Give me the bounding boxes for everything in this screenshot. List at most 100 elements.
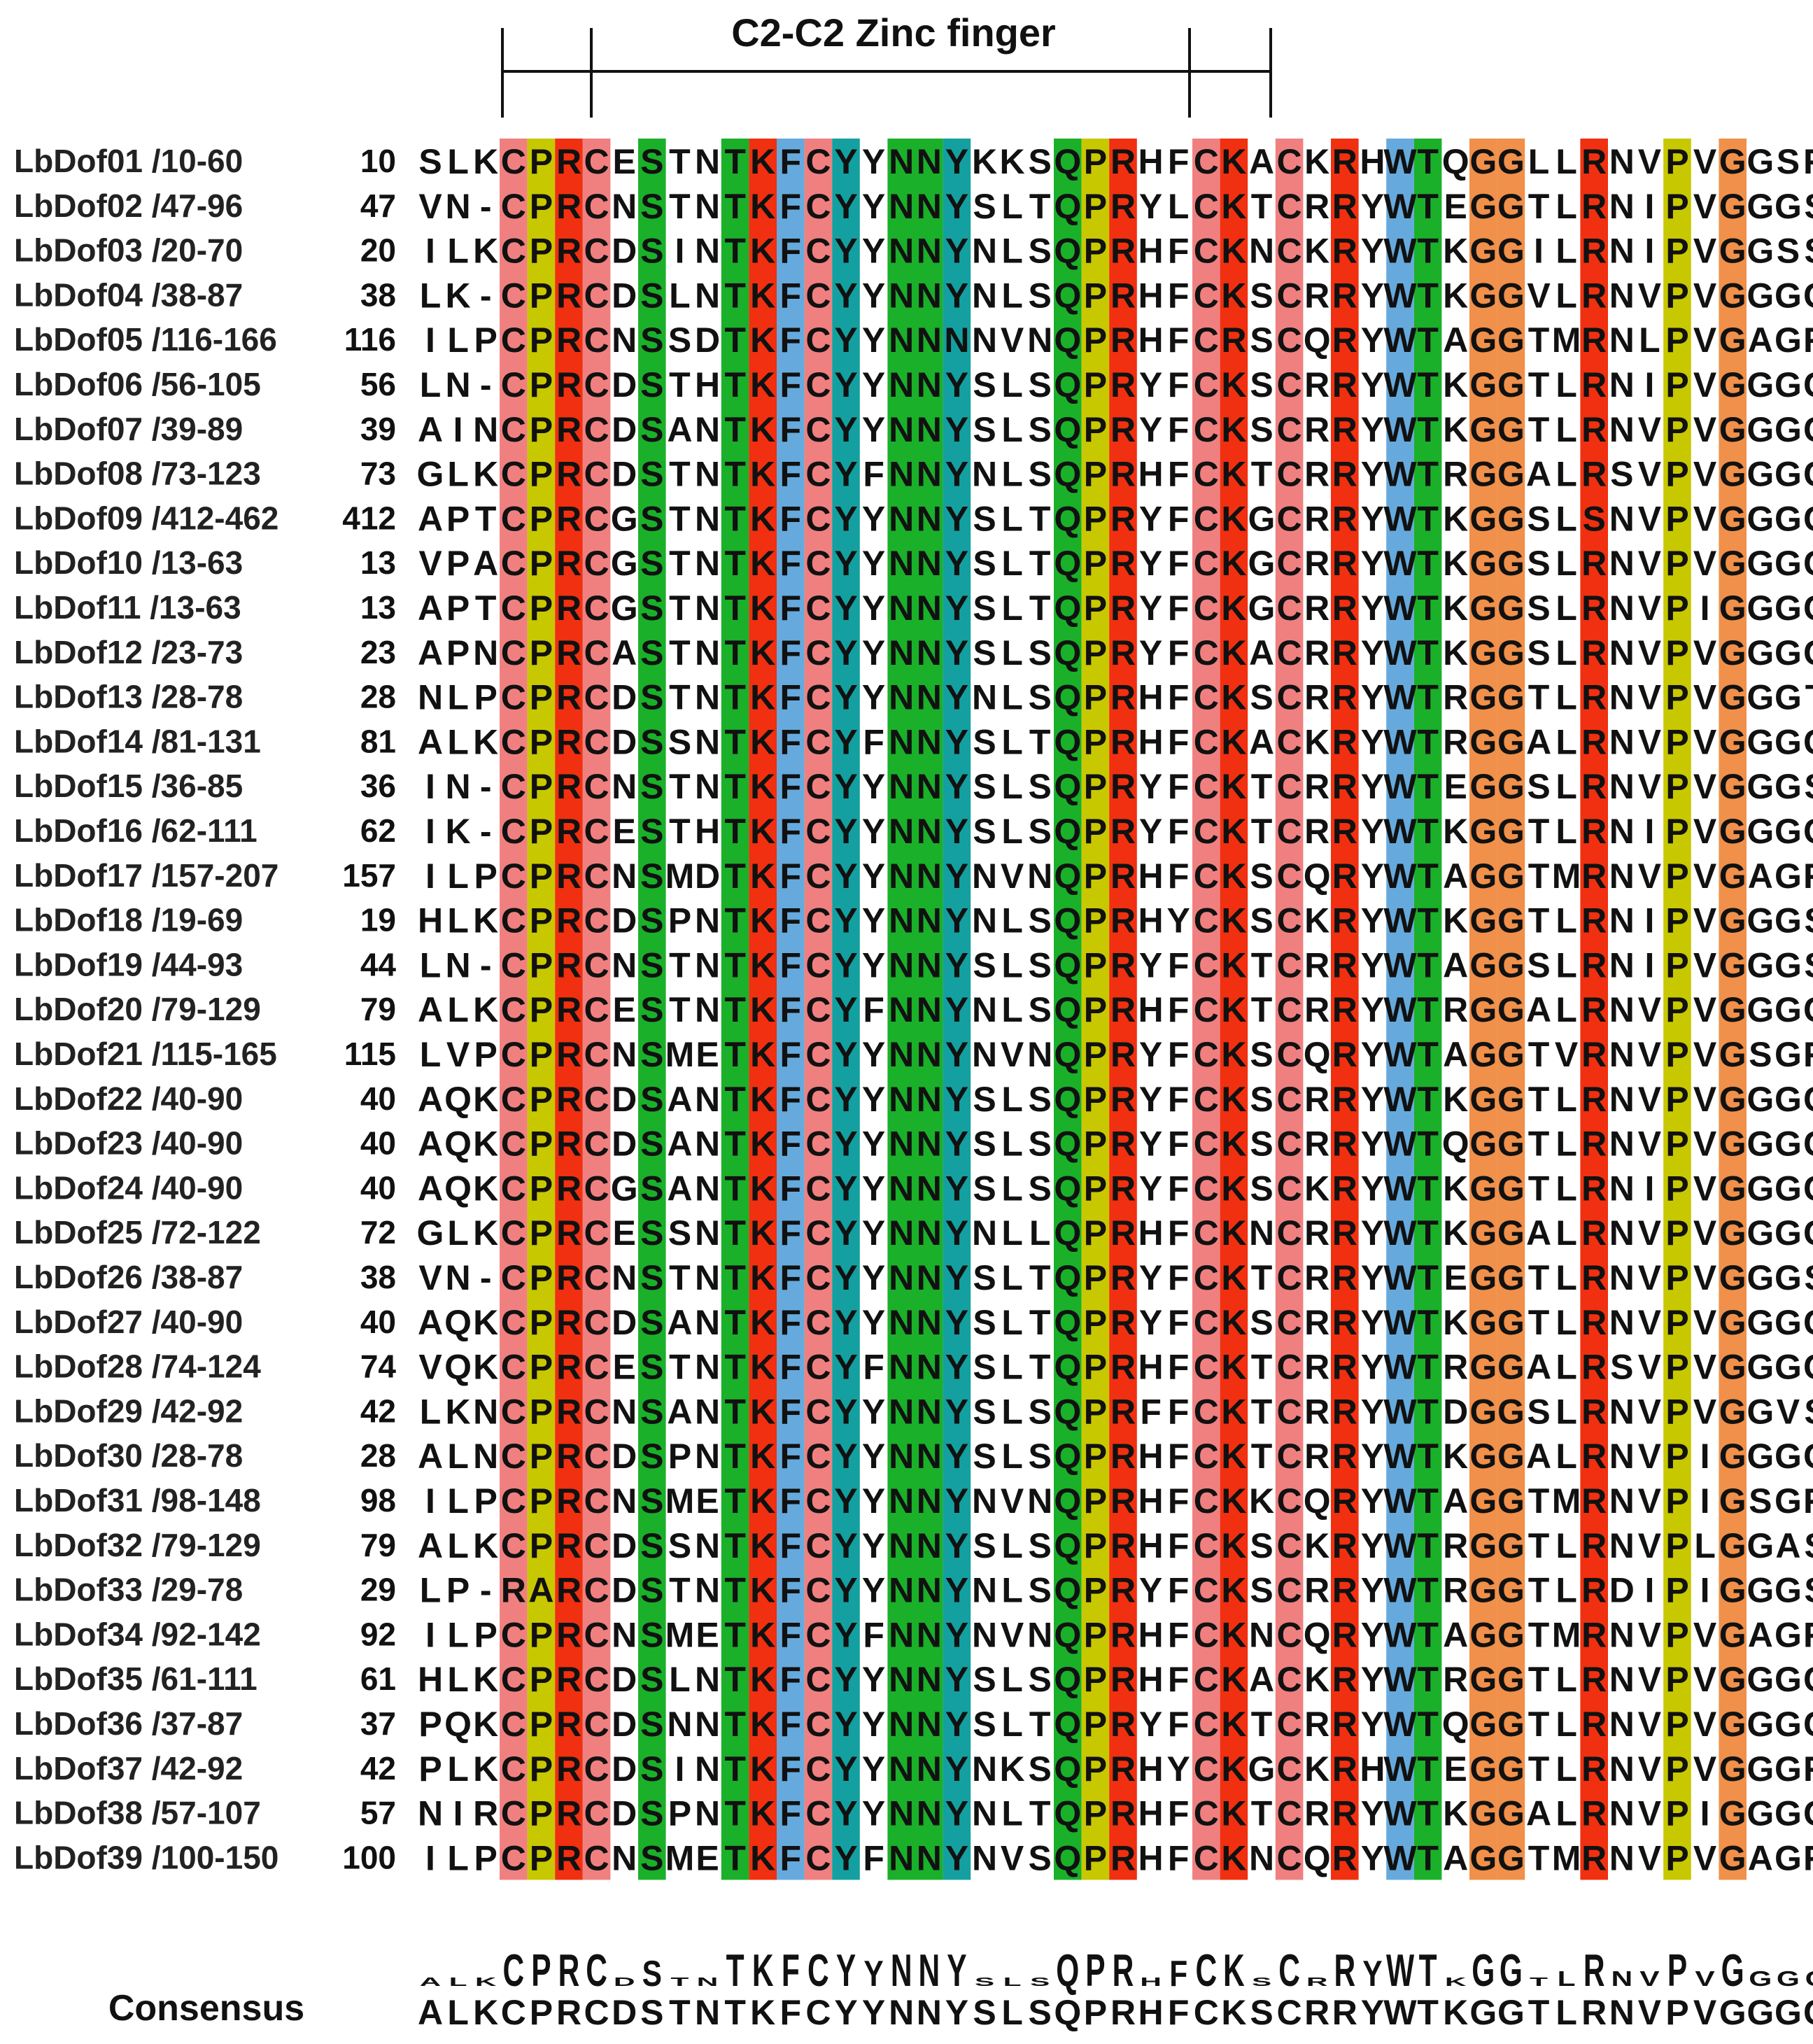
residue: R bbox=[1304, 1080, 1329, 1119]
residue: Y bbox=[862, 1125, 885, 1164]
residue: P bbox=[530, 1705, 553, 1744]
residue: N bbox=[612, 1615, 637, 1654]
residue: Y bbox=[945, 232, 968, 271]
residue: N bbox=[1609, 1303, 1635, 1342]
logo-letter: C bbox=[1805, 1967, 1813, 1991]
residue: C bbox=[1194, 1660, 1219, 1699]
residue: N bbox=[889, 990, 914, 1029]
sequence-name: LbDof16 /62-111 bbox=[14, 812, 258, 849]
residue: T bbox=[724, 499, 746, 538]
residue: K bbox=[1221, 1794, 1246, 1833]
residue: G bbox=[1469, 1749, 1497, 1789]
residue: Q bbox=[1054, 1749, 1081, 1789]
residue: N bbox=[1027, 1481, 1052, 1521]
residue: V bbox=[1638, 1749, 1662, 1789]
residue: T bbox=[1417, 544, 1439, 583]
residue: P bbox=[530, 990, 553, 1029]
residue: C bbox=[805, 1526, 831, 1565]
residue: C bbox=[805, 1125, 831, 1164]
residue: T bbox=[1528, 410, 1550, 449]
residue: R bbox=[1110, 142, 1136, 181]
residue: C bbox=[501, 365, 526, 404]
residue: Y bbox=[945, 767, 968, 806]
residue: W bbox=[1383, 1838, 1417, 1877]
residue: G bbox=[1469, 588, 1497, 628]
residue: P bbox=[474, 320, 498, 360]
residue: R bbox=[1803, 1838, 1813, 1877]
residue: G bbox=[1719, 767, 1747, 806]
residue: D bbox=[612, 1571, 637, 1610]
residue: K bbox=[1221, 767, 1246, 806]
consensus-residue: L bbox=[1555, 1993, 1577, 2032]
residue: G bbox=[1747, 990, 1774, 1029]
residue: N bbox=[695, 633, 720, 672]
sequence-row: LbDof26 /38-87 38 V N - C P R C N S T N T K F C Y Y N N Y S L T Q… bbox=[14, 1258, 1813, 1297]
sequence-row: LbDof29 /42-92 42 L K N C P R C N S A N T K F C Y Y N N Y S L S Q… bbox=[14, 1392, 1813, 1431]
residue: W bbox=[1383, 232, 1417, 271]
residue: K bbox=[750, 633, 775, 672]
residue: C bbox=[1277, 1481, 1302, 1521]
residue: T bbox=[1417, 1258, 1439, 1297]
residue: R bbox=[1581, 678, 1607, 717]
logo-letter: P bbox=[1085, 1945, 1105, 1996]
residue: L bbox=[447, 1749, 469, 1789]
residue: G bbox=[1497, 142, 1525, 181]
residue: S bbox=[640, 588, 663, 628]
residue: T bbox=[724, 1481, 746, 1521]
residue: Y bbox=[862, 232, 885, 271]
residue: G bbox=[1775, 1303, 1802, 1342]
residue: G bbox=[1497, 633, 1525, 672]
residue: Y bbox=[834, 1125, 857, 1164]
residue: S bbox=[640, 945, 663, 985]
residue: C bbox=[501, 1437, 526, 1476]
sequence-start: 23 bbox=[360, 634, 396, 670]
residue: S bbox=[1250, 1526, 1273, 1565]
residue: N bbox=[667, 1705, 692, 1744]
residue: N bbox=[695, 678, 720, 717]
residue: N bbox=[695, 1437, 720, 1476]
residue: G bbox=[1747, 588, 1774, 628]
residue: F bbox=[780, 1392, 802, 1431]
residue: C bbox=[1803, 588, 1813, 628]
residue: S bbox=[1610, 1348, 1633, 1387]
residue: L bbox=[1555, 1125, 1577, 1164]
residue: G bbox=[1747, 232, 1774, 271]
residue: P bbox=[1665, 1035, 1688, 1074]
sequence-row: LbDof05 /116-166 116 I L P C P R C N S S D T K F C Y Y N N N N… bbox=[14, 320, 1813, 360]
sequence-row: LbDof39 /100-150 100 I L P C P R C N S M E T K F C Y F N N Y N… bbox=[14, 1838, 1813, 1877]
residue: P bbox=[530, 1125, 553, 1164]
residue: F bbox=[780, 1660, 802, 1699]
residue: Q bbox=[1442, 1125, 1469, 1164]
residue: P bbox=[1084, 1615, 1107, 1654]
residue: M bbox=[665, 857, 695, 896]
residue: M bbox=[1552, 857, 1581, 896]
residue: R bbox=[1110, 1125, 1136, 1164]
residue: F bbox=[780, 767, 802, 806]
residue: I bbox=[425, 1838, 435, 1877]
residue: P bbox=[1084, 544, 1107, 583]
residue: F bbox=[780, 1169, 802, 1208]
residue: G bbox=[1747, 410, 1774, 449]
residue: R bbox=[1332, 1481, 1357, 1521]
residue: R bbox=[1332, 857, 1357, 896]
residue: R bbox=[556, 1169, 581, 1208]
residue: D bbox=[612, 678, 637, 717]
residue: C bbox=[584, 1660, 609, 1699]
residue: R bbox=[1304, 365, 1329, 404]
residue: C bbox=[1803, 276, 1813, 315]
residue: Y bbox=[834, 857, 857, 896]
logo-letter: K bbox=[1445, 1975, 1467, 1989]
residue: V bbox=[1693, 1749, 1717, 1789]
residue: C bbox=[1194, 722, 1219, 761]
residue: Y bbox=[1361, 1705, 1384, 1744]
residue: S bbox=[1527, 767, 1550, 806]
residue: G bbox=[1497, 1571, 1525, 1610]
residue: P bbox=[446, 544, 470, 583]
residue: C bbox=[1803, 410, 1813, 449]
residue: P bbox=[1084, 1571, 1107, 1610]
sequence-row: LbDof27 /40-90 40 A Q K C P R C D S A N T K F C Y Y N N Y S L T Q… bbox=[14, 1303, 1813, 1342]
residue: R bbox=[1110, 1169, 1136, 1208]
residue: D bbox=[612, 1705, 637, 1744]
residue: L bbox=[1001, 1258, 1023, 1297]
residue: T bbox=[1528, 1080, 1550, 1119]
